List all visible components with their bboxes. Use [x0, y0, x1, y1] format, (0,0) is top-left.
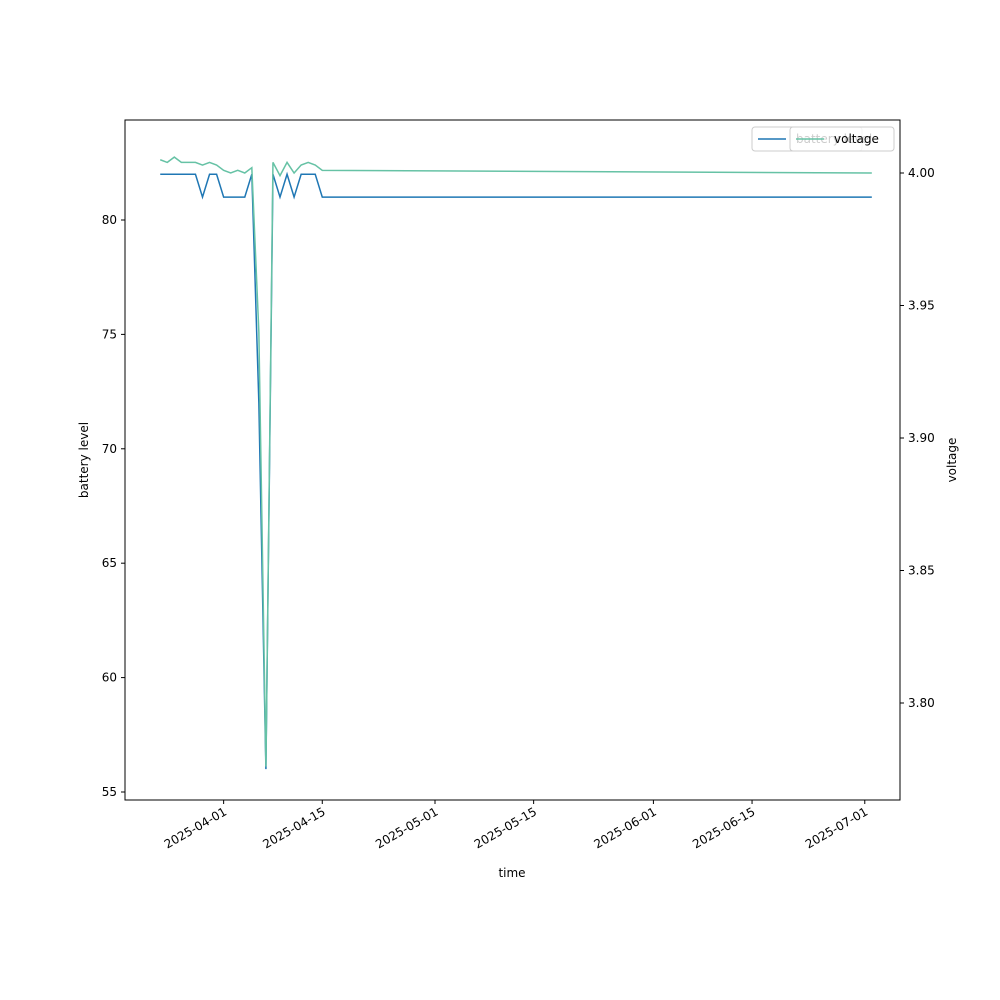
y-axis-label: battery level	[77, 422, 91, 498]
x-tick-label: 2025-04-15	[260, 804, 327, 851]
y2-tick-label: 4.00	[908, 166, 935, 180]
x-tick-label: 2025-06-15	[690, 804, 757, 851]
x-tick-label: 2025-06-01	[592, 804, 659, 851]
y2-tick-label: 3.95	[908, 299, 935, 313]
series-line	[160, 171, 872, 770]
y2-tick-label: 3.85	[908, 564, 935, 578]
y-tick-label: 75	[102, 327, 117, 341]
x-tick-label: 2025-07-01	[803, 804, 870, 851]
x-axis-label: time	[498, 866, 525, 880]
legend: voltage	[789, 126, 895, 152]
y2-tick-label: 3.90	[908, 431, 935, 445]
y-tick-label: 60	[102, 671, 117, 685]
x-tick-label: 2025-05-15	[472, 804, 539, 851]
legend-label: voltage	[834, 132, 879, 146]
series-line	[159, 156, 872, 767]
legend-box	[789, 126, 895, 152]
y2-axis-label: voltage	[945, 438, 959, 483]
plot-frame	[124, 119, 901, 801]
y-tick-label: 65	[102, 556, 117, 570]
y-tick-label: 55	[102, 785, 117, 799]
y-tick-label: 80	[102, 213, 117, 227]
x-tick-label: 2025-04-01	[162, 804, 229, 851]
y-tick-label: 70	[102, 442, 117, 456]
x-tick-label: 2025-05-01	[373, 804, 440, 851]
y2-tick-label: 3.80	[908, 696, 935, 710]
